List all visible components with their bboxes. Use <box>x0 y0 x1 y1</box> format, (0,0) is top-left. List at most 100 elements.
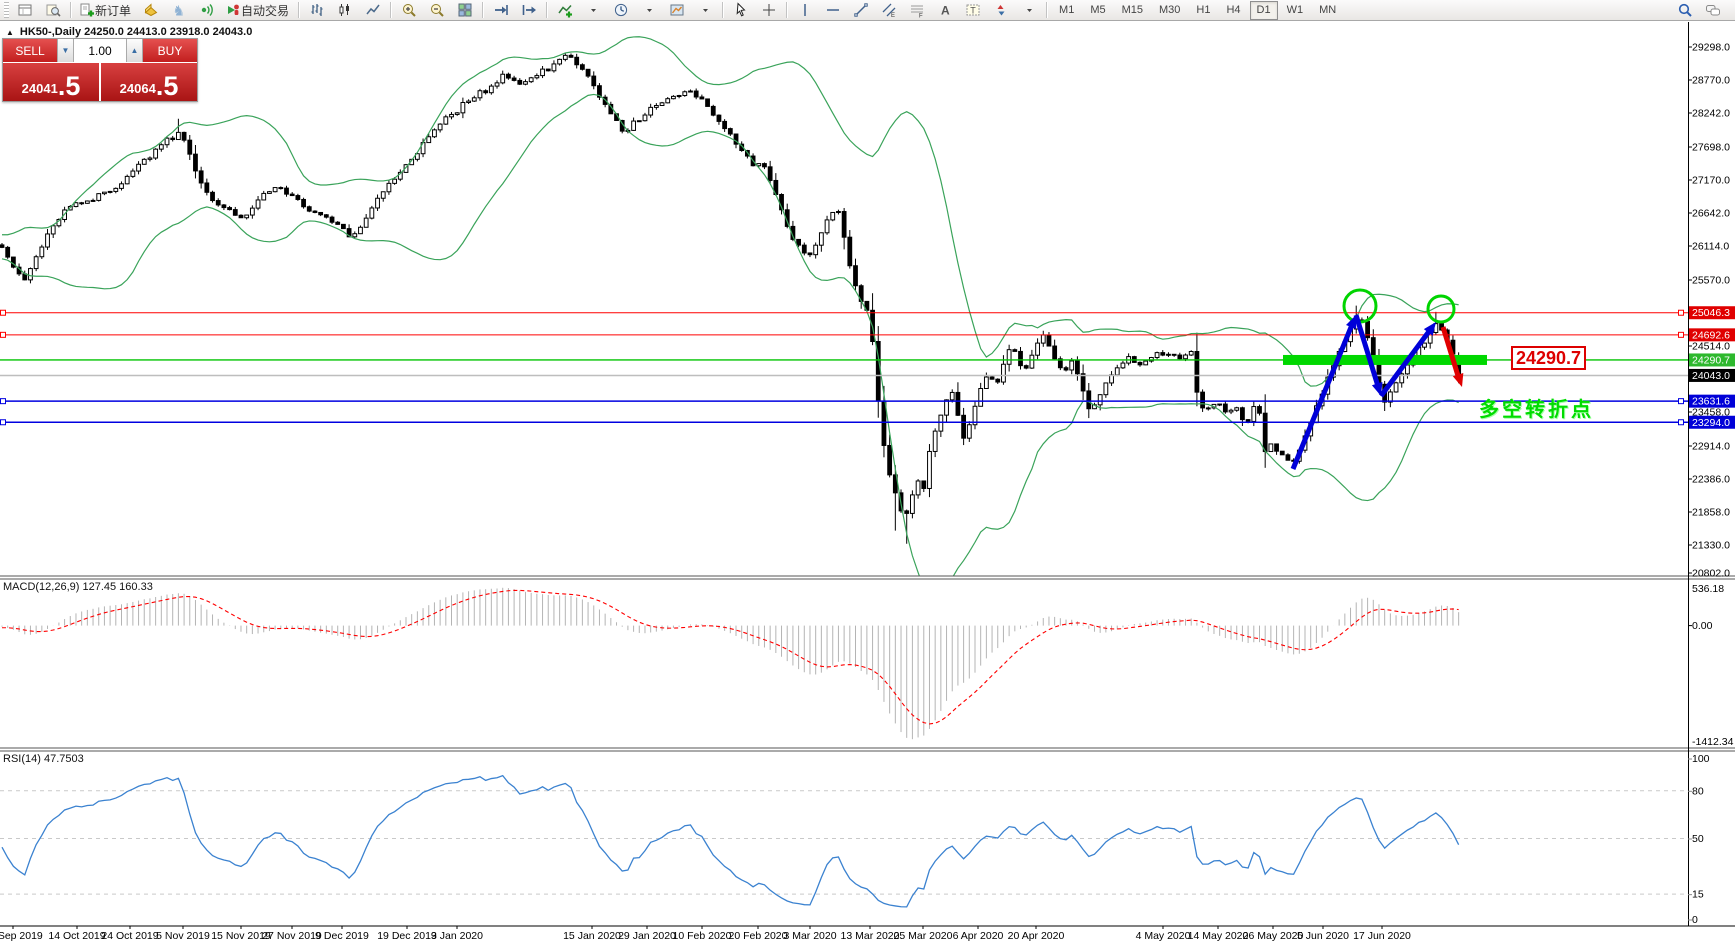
tile-windows-icon[interactable] <box>452 0 478 20</box>
svg-text:536.18: 536.18 <box>1692 583 1724 595</box>
bar-chart-icon[interactable] <box>304 0 330 20</box>
timeframe-m30-button[interactable]: M30 <box>1159 4 1181 16</box>
candlestick-chart-icon[interactable] <box>332 0 358 20</box>
svg-text:5 Nov 2019: 5 Nov 2019 <box>156 930 210 942</box>
text-icon[interactable]: A <box>932 0 958 20</box>
auto-trading-button[interactable]: 自动交易 <box>222 0 294 20</box>
profiles-icon[interactable] <box>40 0 66 20</box>
zoom-in-icon[interactable] <box>396 0 422 20</box>
timeframe-d1-button[interactable]: D1 <box>1249 0 1278 20</box>
price-axis[interactable]: 29298.0 28770.0 28242.0 27698.0 27170.0 26642… <box>1586 42 1735 580</box>
double-top-circle-1[interactable] <box>1342 288 1378 324</box>
vertical-line-icon[interactable] <box>792 0 818 20</box>
one-click-trading-panel: SELL ▼ ▲ BUY 24041 .5 24064 .5 <box>2 38 198 102</box>
symbol-collapse-icon[interactable]: ▲ <box>6 27 14 37</box>
new-order-button[interactable]: 新订单 <box>76 0 136 20</box>
timeframe-w1-button[interactable]: W1 <box>1286 4 1304 16</box>
trendline-icon[interactable] <box>848 0 874 20</box>
svg-text:26114.0: 26114.0 <box>1692 241 1729 253</box>
volume-input[interactable] <box>74 39 126 62</box>
timeframe-h4-button[interactable]: H4 <box>1226 4 1241 16</box>
news-icon[interactable] <box>194 0 220 20</box>
svg-text:17 Jun 2020: 17 Jun 2020 <box>1353 930 1411 942</box>
timeframe-m15-button[interactable]: M15 <box>1121 4 1143 16</box>
fibonacci-icon[interactable]: F <box>904 0 930 20</box>
bollinger-bands <box>1 36 1459 576</box>
rsi-label: RSI(14) 47.7503 <box>3 753 84 765</box>
chat-icon[interactable] <box>1700 0 1726 20</box>
periods-icon[interactable] <box>608 0 634 20</box>
text-label-icon[interactable]: T <box>960 0 986 20</box>
svg-text:24692.6: 24692.6 <box>1692 329 1730 341</box>
price-badge <box>1689 368 1735 382</box>
indicators-icon[interactable] <box>552 0 578 20</box>
sell-price-tile[interactable]: 24041 .5 <box>3 63 101 101</box>
toolbar-right-icons <box>1671 0 1733 20</box>
community-icon[interactable]: ♞ <box>166 0 192 20</box>
arrows-icon[interactable] <box>988 0 1014 20</box>
rsi-pane <box>0 774 1688 908</box>
crosshair-icon[interactable] <box>756 0 782 20</box>
templates-icon[interactable] <box>664 0 690 20</box>
svg-text:15: 15 <box>1692 889 1704 901</box>
auto-scroll-icon[interactable] <box>488 0 514 20</box>
market-icon[interactable] <box>138 0 164 20</box>
chart-shift-icon[interactable] <box>516 0 542 20</box>
cursor-icon[interactable] <box>728 0 754 20</box>
svg-text:19 Dec 2019: 19 Dec 2019 <box>377 930 437 942</box>
zoom-out-icon[interactable] <box>424 0 450 20</box>
toolbar-separator <box>390 2 393 18</box>
caret-down-icon[interactable] <box>692 0 718 20</box>
toolbar-separator <box>298 2 301 18</box>
horizontal-line-icon[interactable] <box>820 0 846 20</box>
svg-text:5 Jun 2020: 5 Jun 2020 <box>1297 930 1349 942</box>
toolbar-separator <box>482 2 485 18</box>
buy-button[interactable]: BUY <box>143 39 197 62</box>
buy-price-tile[interactable]: 24064 .5 <box>101 63 197 101</box>
search-icon[interactable] <box>1672 0 1698 20</box>
chart-canvas[interactable]: 29298.0 28770.0 28242.0 27698.0 27170.0 26642… <box>0 21 1735 946</box>
volume-decrease-button[interactable]: ▼ <box>57 39 74 62</box>
timeframe-m5-button[interactable]: M5 <box>1090 4 1106 16</box>
svg-text:6 Apr 2020: 6 Apr 2020 <box>953 930 1004 942</box>
toolbar-separator <box>70 2 72 18</box>
caret-down-icon[interactable] <box>636 0 662 20</box>
price-badge <box>1689 353 1735 367</box>
svg-text:22914.0: 22914.0 <box>1692 441 1730 453</box>
line-chart-icon[interactable] <box>360 0 386 20</box>
svg-text:24514.0: 24514.0 <box>1692 341 1730 353</box>
svg-text:15 Jan 2020: 15 Jan 2020 <box>563 930 621 942</box>
sell-button[interactable]: SELL <box>3 39 57 62</box>
timeframe-m1-button[interactable]: M1 <box>1059 4 1075 16</box>
price-badge <box>1689 394 1735 408</box>
double-top-circle-2[interactable] <box>1426 294 1456 324</box>
macd-axis: 536.18 0.00 -1412.34 <box>1688 583 1734 748</box>
price-callout-label[interactable]: 24290.7 <box>1511 346 1587 370</box>
macd-pane <box>1 587 1460 740</box>
annotations-layer[interactable] <box>1283 288 1487 470</box>
svg-text:15 Nov 2019: 15 Nov 2019 <box>211 930 271 942</box>
volume-increase-button[interactable]: ▲ <box>126 39 143 62</box>
price-badge <box>1689 328 1735 342</box>
svg-text:F: F <box>919 14 923 19</box>
svg-text:24290.7: 24290.7 <box>1692 354 1730 366</box>
main-toolbar: 新订单 ♞ 自动交易 E F A T M1 M5 M15 M30 H1 H4 D1 W1 MN <box>0 0 1735 21</box>
pane-separators[interactable] <box>0 22 1735 927</box>
timeframe-mn-button[interactable]: MN <box>1319 4 1337 16</box>
timeframe-h1-button[interactable]: H1 <box>1196 4 1211 16</box>
turning-point-annotation[interactable]: 多空转折点 <box>1479 399 1594 421</box>
new-chart-icon[interactable] <box>12 0 38 20</box>
svg-text:10 Feb 2020: 10 Feb 2020 <box>673 930 732 942</box>
buy-price-main: 24064 <box>119 81 156 96</box>
caret-down-icon[interactable] <box>580 0 606 20</box>
caret-down-icon[interactable] <box>1016 0 1042 20</box>
buy-price-fraction: .5 <box>155 71 179 102</box>
chart-window[interactable]: 29298.0 28770.0 28242.0 27698.0 27170.0 26642… <box>0 21 1735 946</box>
chart-title: ▲ HK50-,Daily 24250.0 24413.0 23918.0 24… <box>6 26 252 38</box>
svg-text:28242.0: 28242.0 <box>1692 108 1730 120</box>
svg-text:27170.0: 27170.0 <box>1692 175 1730 187</box>
svg-text:29298.0: 29298.0 <box>1692 42 1730 54</box>
svg-text:3 Jan 2020: 3 Jan 2020 <box>431 930 483 942</box>
equidistant-channel-icon[interactable]: E <box>876 0 902 20</box>
